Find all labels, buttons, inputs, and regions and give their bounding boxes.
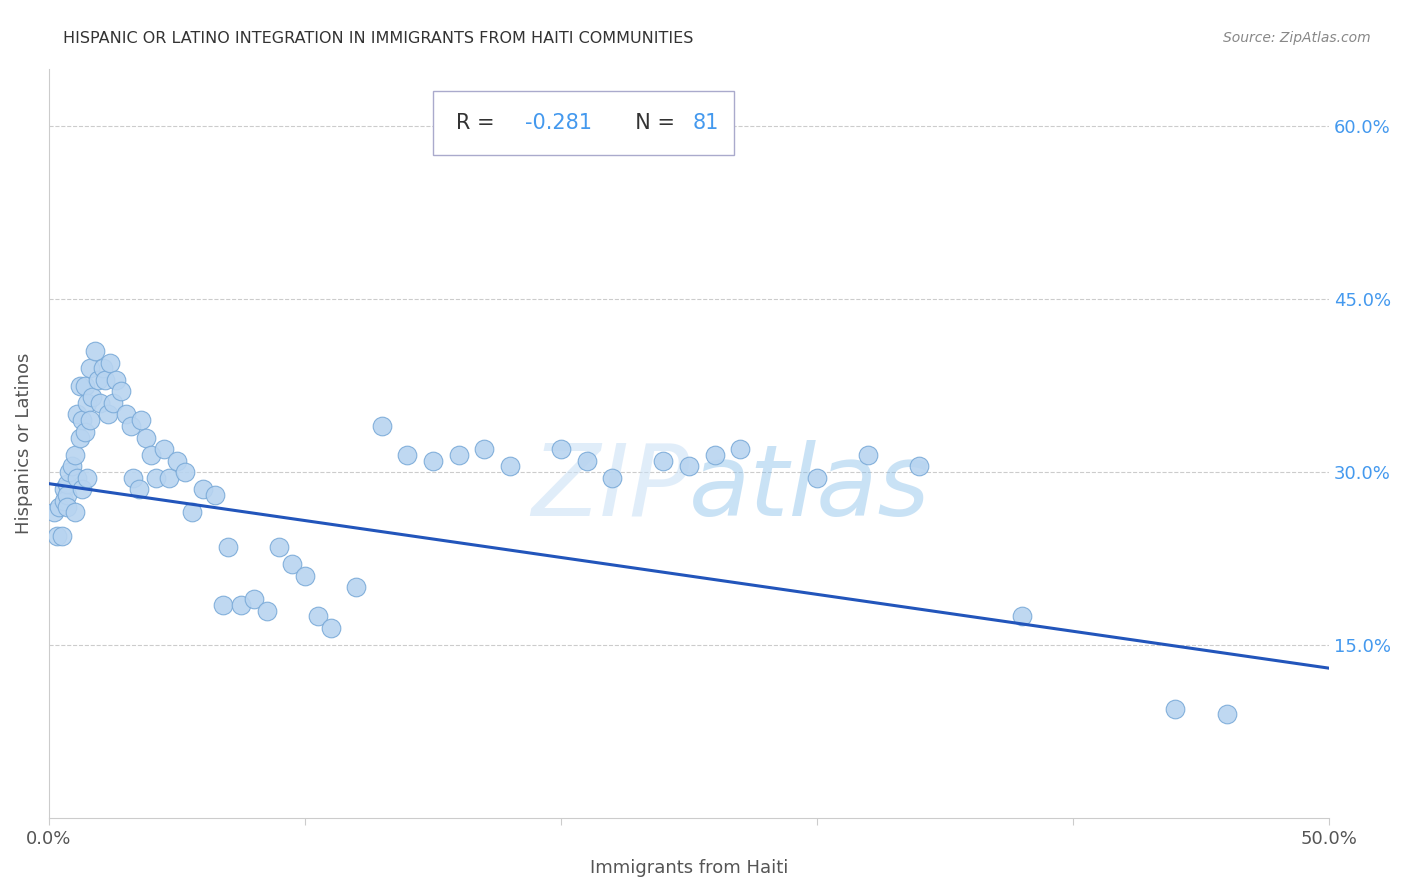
Point [66,471,89,485]
Point [122,471,145,485]
Point [141,448,163,462]
Point [72,413,94,427]
Point [908,459,931,474]
Point [1011,609,1033,624]
Point [60,459,83,474]
Point [422,453,444,467]
Text: N =: N = [623,113,682,133]
Point [114,408,136,422]
Point [396,448,419,462]
Point [472,442,495,456]
Point [69,378,91,392]
Point [94,373,117,387]
Point [91,361,114,376]
FancyBboxPatch shape [433,91,734,154]
Point [153,442,176,456]
Point [110,384,132,399]
Point [307,609,329,624]
Point [104,373,127,387]
Point [53,494,76,508]
Point [145,471,167,485]
Point [79,413,101,427]
Point [157,471,180,485]
Point [76,471,98,485]
Point [135,431,157,445]
Point [166,453,188,467]
Point [344,581,367,595]
Point [256,603,278,617]
Point [371,419,394,434]
Point [51,528,73,542]
Point [575,453,598,467]
Point [499,459,522,474]
Point [204,488,226,502]
Point [63,448,86,462]
Point [806,471,828,485]
Text: -0.281: -0.281 [526,113,592,133]
Point [120,419,142,434]
Point [56,500,79,514]
Point [173,465,195,479]
Point [72,483,94,497]
X-axis label: Immigrants from Haiti: Immigrants from Haiti [589,859,789,877]
Point [129,413,152,427]
Point [1215,707,1237,722]
Point [728,442,751,456]
Point [101,396,124,410]
Point [45,528,67,542]
Point [69,431,91,445]
Point [652,453,675,467]
Point [703,448,725,462]
Point [269,540,291,554]
Point [66,408,89,422]
Text: 81: 81 [693,113,720,133]
Point [56,476,79,491]
Point [53,483,76,497]
Point [600,471,623,485]
Point [86,373,108,387]
Point [550,442,572,456]
Point [48,500,70,514]
Point [76,396,98,410]
Text: R =: R = [456,113,502,133]
Point [294,569,316,583]
Point [856,448,879,462]
Point [447,448,470,462]
Point [212,598,235,612]
Text: HISPANIC OR LATINO INTEGRATION IN IMMIGRANTS FROM HAITI COMMUNITIES: HISPANIC OR LATINO INTEGRATION IN IMMIGR… [63,31,693,46]
Text: atlas: atlas [689,440,931,537]
Point [58,465,80,479]
Point [191,483,214,497]
Point [82,390,104,404]
Point [100,355,122,369]
Point [217,540,239,554]
Point [73,378,96,392]
Point [1164,701,1187,715]
Text: ZIP: ZIP [530,440,689,537]
Point [63,506,86,520]
Point [56,488,79,502]
Point [229,598,252,612]
Point [678,459,700,474]
Point [79,361,101,376]
Point [319,621,342,635]
Point [128,483,150,497]
Y-axis label: Hispanics or Latinos: Hispanics or Latinos [15,352,32,534]
Point [84,344,107,359]
Point [97,408,120,422]
Point [242,592,264,607]
Text: Source: ZipAtlas.com: Source: ZipAtlas.com [1223,31,1371,45]
Point [181,506,204,520]
Point [42,506,65,520]
Point [281,558,304,572]
Point [89,396,111,410]
Point [73,425,96,439]
